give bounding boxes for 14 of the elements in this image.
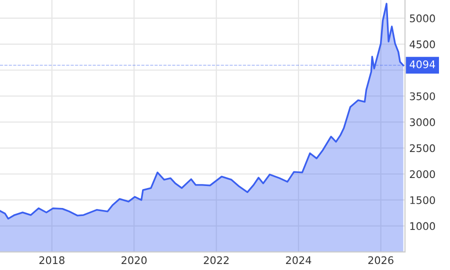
y-tick-label: 2500: [410, 144, 435, 152]
y-tick-label: 3000: [410, 118, 435, 126]
x-tick-label: 2018: [39, 256, 64, 264]
y-tick-label: 3500: [410, 92, 435, 100]
y-tick-label: 5000: [410, 14, 435, 22]
x-tick-label: 2022: [204, 256, 229, 264]
ref-line-label: 4094: [410, 60, 436, 68]
y-tick-label: 1000: [410, 222, 435, 230]
x-tick-label: 2024: [286, 256, 312, 264]
y-tick-label: 1500: [410, 196, 435, 204]
x-tick-label: 2020: [122, 256, 147, 264]
y-tick-label: 4500: [410, 40, 435, 48]
y-tick-label: 2000: [410, 170, 435, 178]
x-tick-label: 2026: [368, 256, 394, 264]
